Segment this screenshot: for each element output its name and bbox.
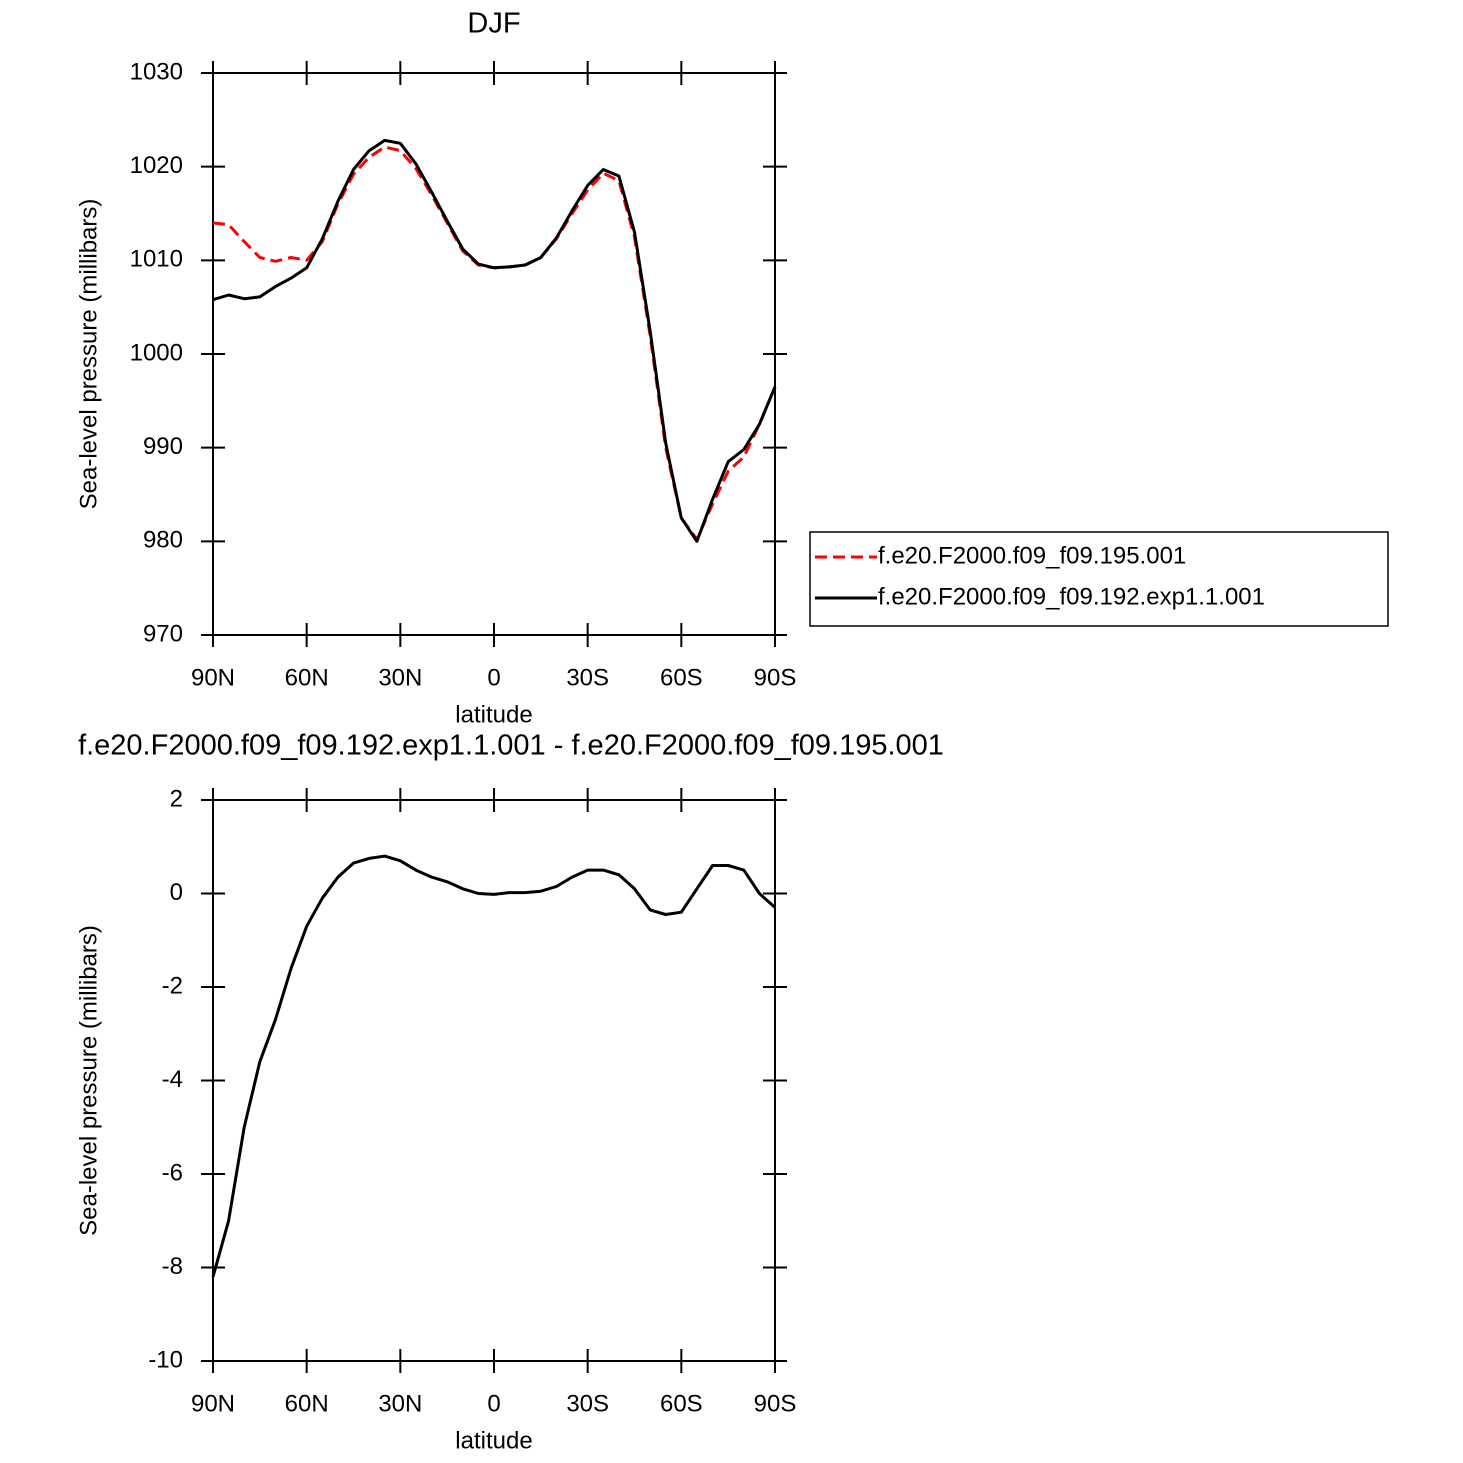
x-tick-label: 0 (487, 1390, 500, 1417)
legend-label: f.e20.F2000.f09_f09.195.001 (878, 542, 1186, 569)
plot-frame (212, 799, 776, 1362)
y-tick-label: -2 (162, 972, 183, 999)
x-tick-label: 30N (378, 664, 422, 691)
plot-frame (212, 72, 776, 636)
y-axis-label: Sea-level pressure (millibars) (75, 925, 102, 1236)
x-tick-label: 60N (285, 664, 329, 691)
y-tick-label: 970 (143, 620, 183, 647)
legend-box (809, 531, 1389, 627)
y-axis-label: Sea-level pressure (millibars) (75, 199, 102, 510)
x-tick-label: 60N (285, 1390, 329, 1417)
x-tick-label: 60S (660, 664, 703, 691)
y-tick-label: -6 (162, 1159, 183, 1186)
y-tick-label: -8 (162, 1253, 183, 1280)
y-tick-label: 1010 (130, 246, 183, 273)
x-axis-label: latitude (455, 701, 532, 728)
x-tick-label: 90N (191, 664, 235, 691)
y-tick-label: 1020 (130, 152, 183, 179)
x-tick-label: 30S (566, 664, 609, 691)
data-line (211, 854, 777, 1278)
y-tick-label: 1000 (130, 339, 183, 366)
x-tick-label: 60S (660, 1390, 703, 1417)
x-tick-label: 90S (754, 1390, 797, 1417)
x-tick-label: 90N (191, 1390, 235, 1417)
y-tick-label: 2 (170, 785, 183, 812)
y-tick-label: 1030 (130, 58, 183, 85)
x-tick-label: 0 (487, 664, 500, 691)
panel: f.e20.F2000.f09_f09.192.exp1.1.001 - f.e… (75, 730, 944, 1455)
y-tick-label: 0 (170, 879, 183, 906)
x-axis-label: latitude (455, 1427, 532, 1454)
y-tick-label: 990 (143, 433, 183, 460)
data-line (212, 138, 777, 543)
x-tick-label: 90S (754, 664, 797, 691)
panel: DJF latitude Sea-level pressure (millibars… (75, 8, 1389, 728)
y-tick-label: 980 (143, 527, 183, 554)
x-tick-label: 30N (378, 1390, 422, 1417)
legend-label: f.e20.F2000.f09_f09.192.exp1.1.001 (878, 583, 1265, 610)
y-tick-label: -4 (162, 1066, 183, 1093)
data-line (212, 145, 777, 541)
y-tick-label: -10 (148, 1346, 183, 1373)
x-tick-label: 30S (566, 1390, 609, 1417)
chart-title: f.e20.F2000.f09_f09.192.exp1.1.001 - f.e… (78, 730, 944, 762)
chart-title: DJF (467, 8, 520, 40)
